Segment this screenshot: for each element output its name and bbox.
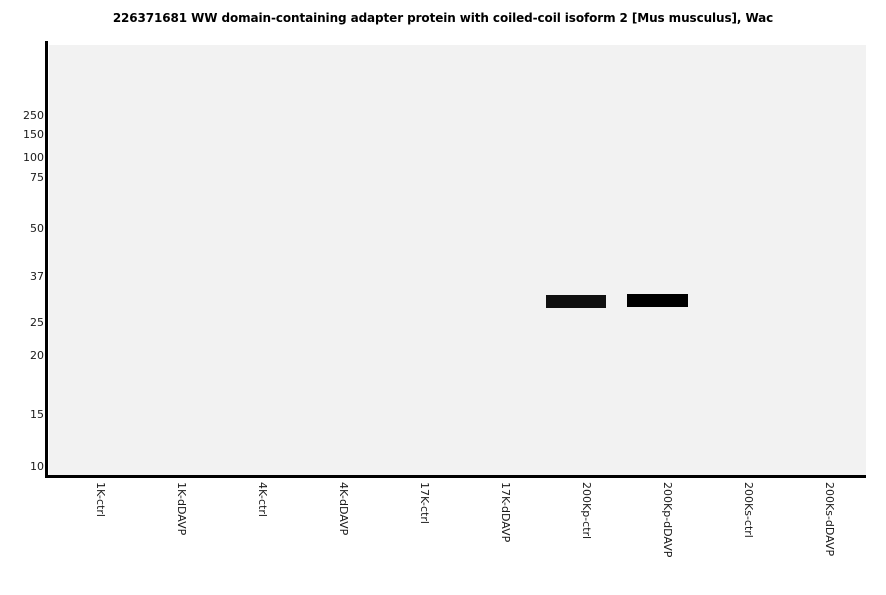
y-axis-tick-label: 250 xyxy=(23,109,44,122)
x-axis-tick-label: 4K-dDAVP xyxy=(337,482,350,536)
x-axis-tick-label: 4K-ctrl xyxy=(256,482,269,517)
x-axis-line xyxy=(45,475,866,478)
x-axis-tick-label: 200Ks-ctrl xyxy=(742,482,755,538)
y-axis-tick-label: 10 xyxy=(30,460,44,473)
y-axis-tick-label: 37 xyxy=(30,270,44,283)
page-title: 226371681 WW domain-containing adapter p… xyxy=(112,11,774,25)
x-axis-tick-label: 200Kp-dDAVP xyxy=(661,482,674,558)
x-axis-tick-label: 200Ks-dDAVP xyxy=(823,482,836,557)
y-axis-tick-label: 50 xyxy=(30,222,44,235)
x-axis-tick-label: 1K-dDAVP xyxy=(175,482,188,536)
y-axis-tick-label: 75 xyxy=(30,171,44,184)
x-axis-tick-label: 17K-dDAVP xyxy=(499,482,512,543)
plot-area xyxy=(49,45,866,476)
x-axis-tick-label: 200Kp-ctrl xyxy=(580,482,593,540)
x-axis-tick-label: 17K-ctrl xyxy=(418,482,431,524)
y-axis-tick-label: 100 xyxy=(23,151,44,164)
x-axis-tick-label: 1K-ctrl xyxy=(94,482,107,517)
protein-band xyxy=(627,294,688,307)
y-axis-tick-label: 15 xyxy=(30,408,44,421)
y-axis-tick-label: 20 xyxy=(30,349,44,362)
y-axis-line xyxy=(45,41,48,478)
y-axis-tick-label: 150 xyxy=(23,128,44,141)
y-axis-tick-label: 25 xyxy=(30,316,44,329)
protein-band xyxy=(546,295,606,308)
